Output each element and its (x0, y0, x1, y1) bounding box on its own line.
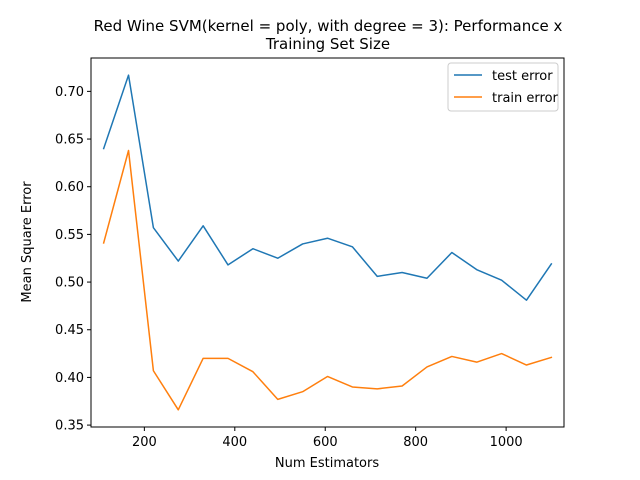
x-tick-label: 600 (313, 435, 338, 450)
y-tick-label: 0.45 (55, 323, 84, 338)
y-tick-label: 0.35 (55, 419, 84, 434)
legend-label-train-error: train error (492, 91, 559, 106)
x-tick-label: 200 (132, 435, 157, 450)
series-lines (102, 74, 553, 411)
x-tick-label: 800 (403, 435, 428, 450)
y-axis-label: Mean Square Error (20, 181, 35, 303)
x-tick-label: 400 (222, 435, 247, 450)
plot-area (90, 57, 565, 428)
y-tick-label: 0.60 (55, 180, 84, 195)
x-axis-label: Num Estimators (275, 456, 379, 471)
series-line-train-error (102, 149, 553, 411)
x-axis: 200 400 600 800 1000 (132, 427, 523, 450)
y-axis: 0.35 0.40 0.45 0.50 0.55 0.60 0.65 0.70 (55, 85, 91, 434)
y-tick-label: 0.70 (55, 85, 84, 100)
y-tick-label: 0.65 (55, 133, 84, 148)
y-tick-label: 0.40 (55, 371, 84, 386)
chart-title: Red Wine SVM(kernel = poly, with degree … (94, 17, 563, 53)
y-tick-label: 0.50 (55, 276, 84, 291)
legend: test error train error (447, 62, 559, 112)
y-tick-label: 0.55 (55, 228, 84, 243)
x-tick-label: 1000 (490, 435, 523, 450)
series-line-test-error (102, 74, 553, 301)
chart-title-line-2: Training Set Size (265, 35, 390, 53)
legend-label-test-error: test error (492, 69, 553, 84)
chart-title-line-1: Red Wine SVM(kernel = poly, with degree … (94, 17, 563, 35)
